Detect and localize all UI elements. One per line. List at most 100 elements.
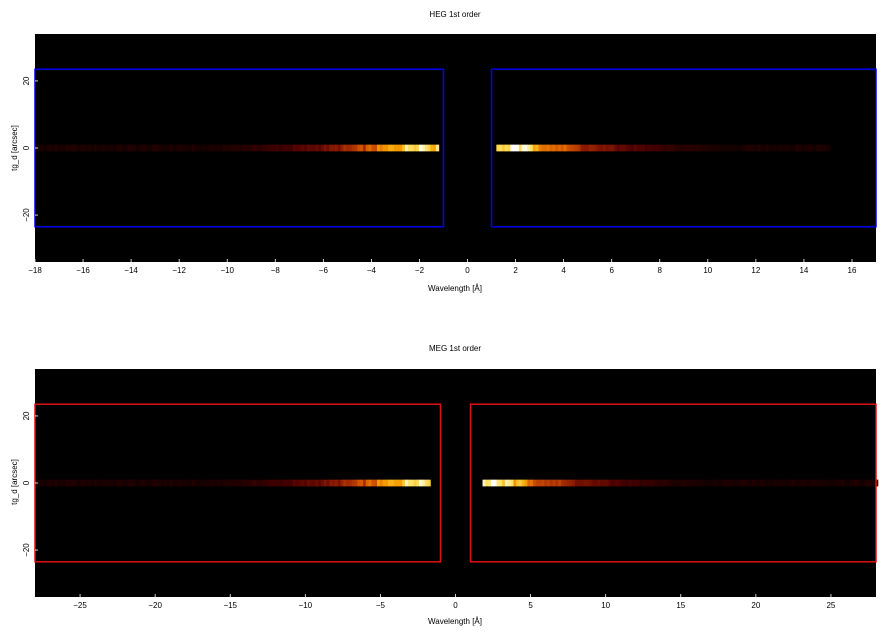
spectrum-cell xyxy=(636,144,640,152)
spectrum-cell xyxy=(560,144,565,152)
spectrum-cell xyxy=(169,479,173,487)
spectrum-cell xyxy=(256,144,260,152)
spectrum-cell xyxy=(135,479,140,487)
spectrum-cell xyxy=(799,144,803,152)
spectrum-cell xyxy=(715,479,719,487)
spectrum-cell xyxy=(334,144,339,152)
spectrum-cell xyxy=(544,144,548,152)
spectrum-cell xyxy=(541,479,545,487)
spectrum-cell xyxy=(211,479,215,487)
spectrum-cell xyxy=(43,144,47,152)
spectrum-cell xyxy=(762,144,766,152)
meg-x-ticks: −25 −20 −15 −10 −5 0 5 10 15 20 25 xyxy=(73,594,836,610)
y-tick-label: 0 xyxy=(22,145,31,150)
spectrum-cell xyxy=(605,479,610,487)
spectrum-cell xyxy=(633,479,638,487)
spectrum-cell xyxy=(760,479,764,487)
spectrum-cell xyxy=(329,479,333,487)
spectrum-cell xyxy=(751,144,755,152)
spectrum-cell xyxy=(343,144,347,152)
spectrum-cell xyxy=(577,479,582,487)
spectrum-cell xyxy=(844,479,848,487)
spectrum-cell xyxy=(636,479,641,487)
spectrum-cell xyxy=(231,144,235,152)
spectrum-cell xyxy=(385,144,389,152)
spectrum-cell xyxy=(650,479,655,487)
spectrum-cell xyxy=(740,144,744,152)
spectrum-cell xyxy=(793,479,797,487)
spectrum-cell xyxy=(144,144,148,152)
spectrum-cell xyxy=(340,144,344,152)
spectrum-cell xyxy=(214,144,218,152)
spectrum-cell xyxy=(180,144,185,152)
spectrum-cell xyxy=(771,479,775,487)
spectrum-cell xyxy=(424,144,428,152)
spectrum-cell xyxy=(591,144,595,152)
spectrum-cell xyxy=(203,144,207,152)
spectrum-cell xyxy=(507,479,512,487)
spectrum-cell xyxy=(835,479,840,487)
spectrum-cell xyxy=(270,144,274,152)
spectrum-cell xyxy=(410,144,414,152)
heg-panel: HEG 1st order −18 −16 −14 −12 −10 −8 −6 −4 −2 0 2 4… xyxy=(10,10,877,293)
spectrum-cell xyxy=(754,144,758,152)
spectrum-cell xyxy=(698,144,702,152)
spectrum-cell xyxy=(191,144,196,152)
spectrum-cell xyxy=(720,479,725,487)
spectrum-cell xyxy=(706,479,711,487)
spectrum-cell xyxy=(782,479,786,487)
spectrum-cell xyxy=(74,144,78,152)
spectrum-cell xyxy=(138,479,143,487)
spectrum-cell xyxy=(149,144,154,152)
spectrum-cell xyxy=(315,144,319,152)
spectrum-cell xyxy=(211,144,215,152)
spectrum-cell xyxy=(236,144,241,152)
spectrum-cell xyxy=(821,144,825,152)
spectrum-cell xyxy=(312,144,316,152)
spectrum-cell xyxy=(337,144,342,152)
spectrum-cell xyxy=(348,479,353,487)
spectrum-cell xyxy=(127,479,131,487)
spectrum-cell xyxy=(832,479,837,487)
spectrum-cell xyxy=(547,479,551,487)
spectrum-cell xyxy=(166,144,171,152)
y-tick-label: 20 xyxy=(22,411,31,420)
spectrum-cell xyxy=(830,479,834,487)
spectrum-cell xyxy=(510,479,514,487)
spectrum-cell xyxy=(748,479,753,487)
spectrum-cell xyxy=(276,479,280,487)
spectrum-cell xyxy=(292,479,297,487)
spectrum-cell xyxy=(616,144,621,152)
spectrum-cell xyxy=(597,144,601,152)
spectrum-cell xyxy=(502,479,506,487)
spectrum-cell xyxy=(180,479,185,487)
x-tick-label: −8 xyxy=(271,266,281,275)
spectrum-cell xyxy=(203,479,207,487)
spectrum-cell xyxy=(147,479,151,487)
spectrum-cell xyxy=(664,479,669,487)
spectrum-cell xyxy=(124,479,129,487)
x-tick-label: −4 xyxy=(367,266,377,275)
spectrum-cell xyxy=(186,144,190,152)
spectrum-cell xyxy=(85,144,89,152)
spectrum-cell xyxy=(787,144,792,152)
spectrum-cell xyxy=(175,479,179,487)
spectrum-cell xyxy=(354,144,358,152)
spectrum-cell xyxy=(354,479,358,487)
spectrum-cell xyxy=(318,479,322,487)
spectrum-cell xyxy=(172,479,176,487)
x-tick-label: 0 xyxy=(453,601,458,610)
spectrum-cell xyxy=(695,144,699,152)
spectrum-cell xyxy=(60,144,64,152)
spectrum-cell xyxy=(785,144,789,152)
spectrum-cell xyxy=(382,479,386,487)
spectrum-cell xyxy=(672,144,677,152)
spectrum-cell xyxy=(163,144,168,152)
spectrum-cell xyxy=(250,144,255,152)
spectrum-cell xyxy=(813,144,817,152)
spectrum-cell xyxy=(816,479,820,487)
spectrum-cell xyxy=(527,479,531,487)
spectrum-cell xyxy=(105,479,109,487)
spectrum-cell xyxy=(496,479,500,487)
spectrum-cell xyxy=(231,479,235,487)
